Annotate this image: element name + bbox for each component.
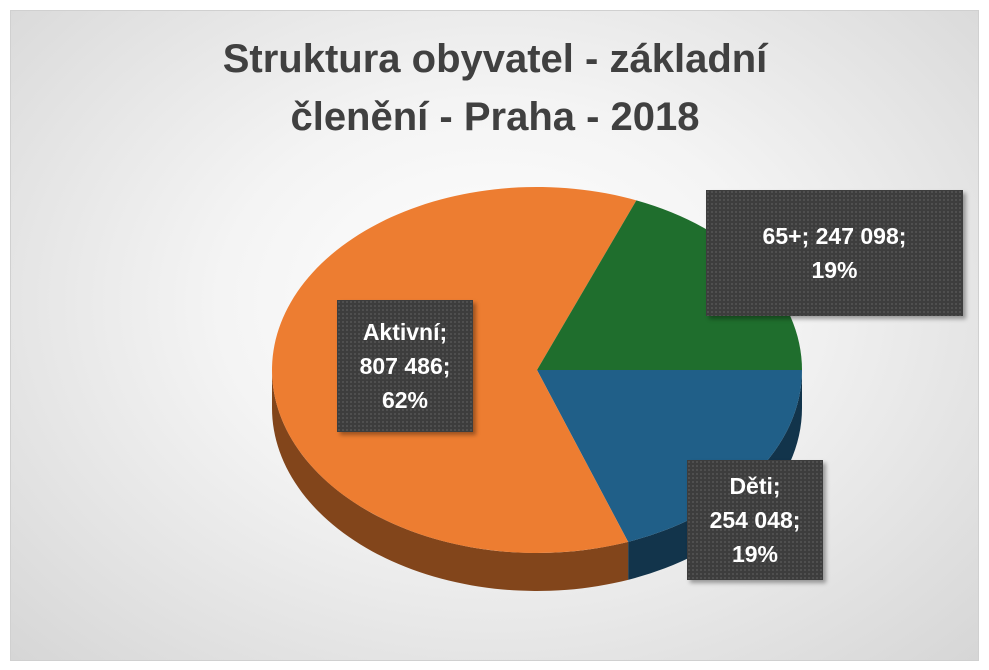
- data-label-part: 254 048: [709, 507, 793, 533]
- data-label-part: 19%: [731, 541, 779, 567]
- data-label-part: ;: [442, 353, 451, 379]
- data-label-line: 807 486;: [337, 349, 473, 383]
- data-label-line: Aktivní;: [337, 315, 473, 349]
- data-label-part: ;: [772, 473, 781, 499]
- data-label-part: ;: [792, 507, 801, 533]
- data-label-part: ;: [801, 223, 810, 249]
- data-label-part: ;: [439, 319, 448, 345]
- data-label: 65+; 247 098; 19%: [706, 190, 963, 316]
- data-label-part: ;: [898, 223, 907, 249]
- data-label-part: Aktivní: [362, 319, 440, 345]
- data-label-line: 65+; 247 098;: [706, 219, 963, 253]
- slice: [537, 200, 802, 370]
- data-label: Děti; 254 048; 19%: [687, 460, 823, 580]
- slice: [537, 370, 802, 542]
- data-label-part: 62%: [381, 387, 429, 413]
- data-label-line: Děti;: [687, 469, 823, 503]
- data-label-line: 254 048;: [687, 503, 823, 537]
- data-label-line: 19%: [687, 537, 823, 571]
- slice-side: [272, 370, 629, 592]
- data-label-part: 247 098: [815, 223, 899, 249]
- chart-title: Struktura obyvatel - základní členění - …: [222, 37, 768, 139]
- data-label: Aktivní; 807 486; 62%: [337, 300, 473, 432]
- data-label-line: 19%: [706, 253, 963, 287]
- data-label-part: 65+: [762, 223, 802, 249]
- data-label-part: Děti: [729, 473, 773, 499]
- data-label-part: 19%: [811, 257, 858, 283]
- data-label-line: 62%: [337, 383, 473, 417]
- data-label-part: 807 486: [359, 353, 443, 379]
